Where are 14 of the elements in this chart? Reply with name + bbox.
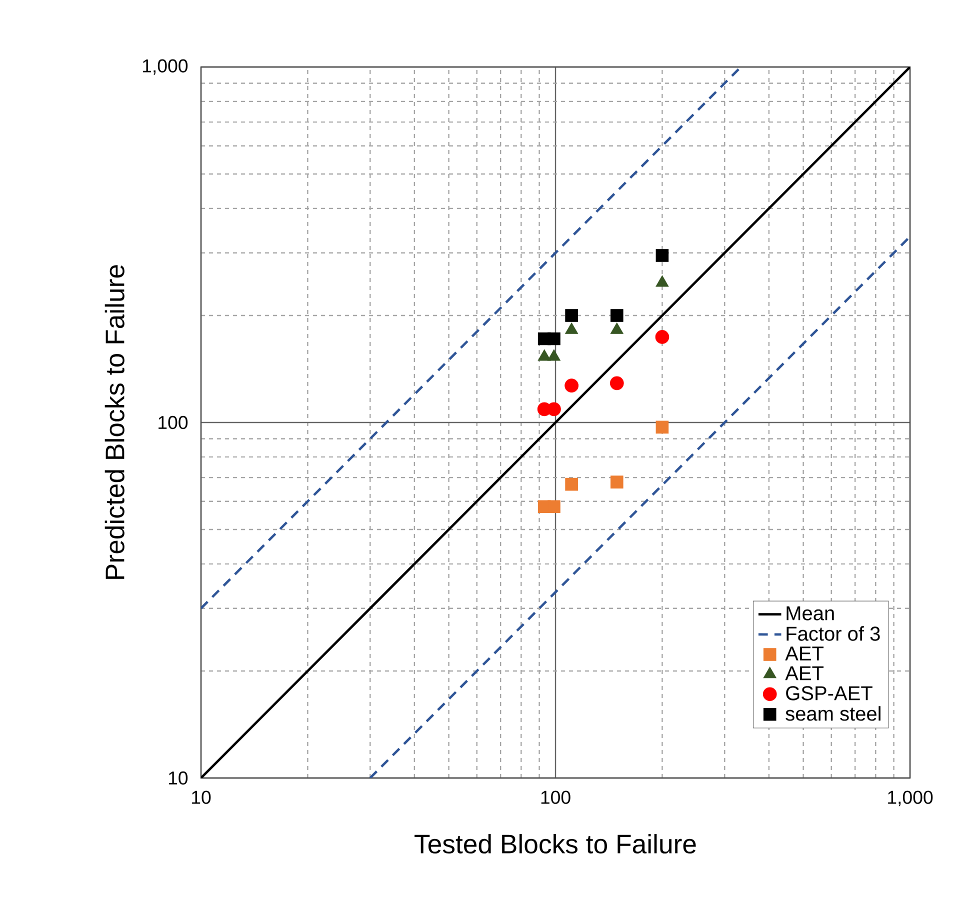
- legend-label: GSP-AET: [786, 686, 872, 700]
- legend-label: Factor of 3: [786, 626, 880, 641]
- y-tick-label: 100: [158, 416, 188, 430]
- x-tick-label: 1,000: [888, 790, 933, 806]
- y-tick-label: 1,000: [143, 59, 188, 75]
- x-axis-title: Tested Blocks to Failure: [414, 834, 696, 854]
- legend-label: seam steel: [786, 706, 880, 721]
- x-tick-label: 100: [541, 790, 570, 804]
- y-axis-title: Predicted Blocks to Failure: [104, 265, 124, 579]
- legend-label: AET: [785, 646, 824, 660]
- legend-label: Mean: [786, 606, 834, 620]
- legend-label: AET: [785, 666, 824, 680]
- y-tick-label: 10: [168, 771, 188, 785]
- x-tick-label: 10: [192, 790, 211, 804]
